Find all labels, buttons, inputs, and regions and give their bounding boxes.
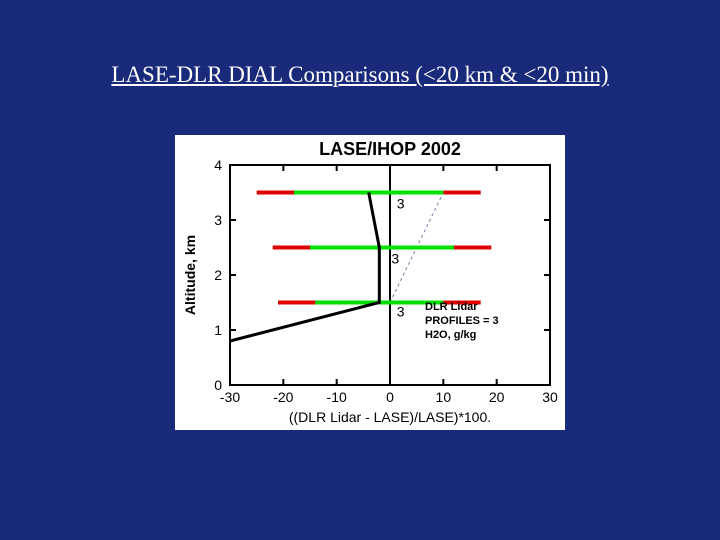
xtick-label: 0 xyxy=(386,389,394,405)
ytick-label: 3 xyxy=(214,212,222,228)
chart-panel: LASE/IHOP 2002 -30 -20 -10 0 10 20 30 0 1 2 3 4 ((DLR… xyxy=(175,135,565,430)
profile-line xyxy=(230,193,379,342)
slide: LASE-DLR DIAL Comparisons (<20 km & <20 … xyxy=(0,0,720,540)
chart-svg: LASE/IHOP 2002 -30 -20 -10 0 10 20 30 0 1 2 3 4 ((DLR… xyxy=(175,135,565,430)
xtick-label: -20 xyxy=(273,389,293,405)
bar-count: 3 xyxy=(397,303,405,319)
ytick-label: 0 xyxy=(214,377,222,393)
xtick-label: -10 xyxy=(327,389,347,405)
ytick-label: 2 xyxy=(214,267,222,283)
x-axis-label: ((DLR Lidar - LASE)/LASE)*100. xyxy=(289,409,491,425)
slide-title: LASE-DLR DIAL Comparisons (<20 km & <20 … xyxy=(0,62,720,88)
legend-line: PROFILES = 3 xyxy=(425,315,499,327)
ytick-label: 1 xyxy=(214,322,222,338)
legend-line: DLR Lidar xyxy=(425,301,478,313)
chart-title: LASE/IHOP 2002 xyxy=(319,139,461,159)
xtick-label: 30 xyxy=(542,389,558,405)
xtick-label: -30 xyxy=(220,389,240,405)
ytick-label: 4 xyxy=(214,157,222,173)
xtick-label: 10 xyxy=(436,389,452,405)
bar-count: 3 xyxy=(391,251,399,267)
xtick-label: 20 xyxy=(489,389,505,405)
y-axis-label: Altitude, km xyxy=(182,235,198,315)
bar-count: 3 xyxy=(397,196,405,212)
legend-line: H2O, g/kg xyxy=(425,329,476,341)
